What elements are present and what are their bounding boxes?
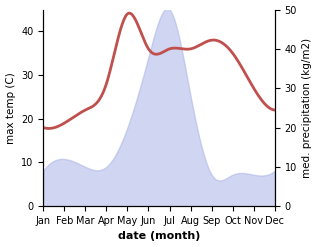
Y-axis label: max temp (C): max temp (C) (5, 72, 16, 144)
Y-axis label: med. precipitation (kg/m2): med. precipitation (kg/m2) (302, 38, 313, 178)
X-axis label: date (month): date (month) (118, 231, 200, 242)
